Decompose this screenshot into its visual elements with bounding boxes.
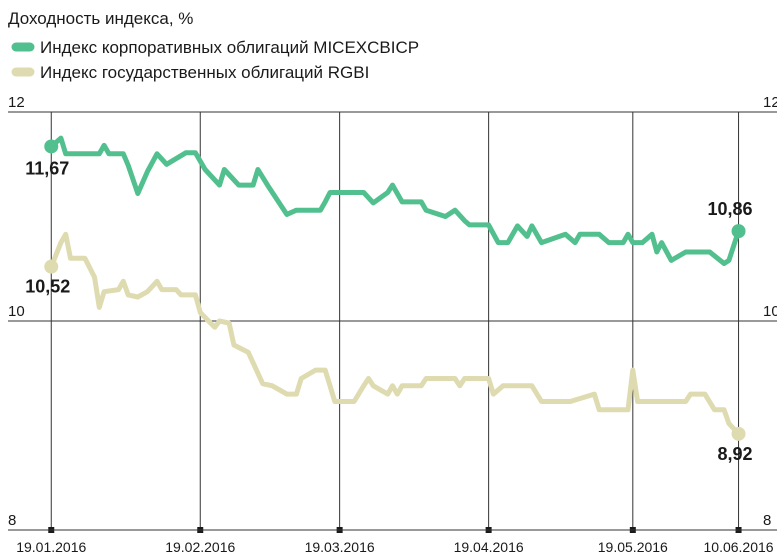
end-marker	[44, 259, 59, 274]
y-tick-label: 8	[8, 512, 16, 529]
legend-label: Индекс корпоративных облигаций MICEXCBIC…	[40, 38, 419, 57]
x-tick-label: 19.01.2016	[16, 539, 86, 555]
end-marker	[44, 139, 59, 154]
chart-title: Доходность индекса, %	[8, 9, 193, 28]
end-marker	[731, 224, 746, 239]
data-label: 10,52	[25, 277, 70, 297]
y-tick-label: 10	[8, 303, 25, 320]
data-label: 8,92	[718, 444, 753, 464]
x-tick-label: 19.04.2016	[454, 539, 524, 555]
legend-label: Индекс государственных облигаций RGBI	[40, 63, 369, 82]
x-tick-label: 19.03.2016	[305, 539, 375, 555]
data-label: 10,86	[708, 199, 753, 219]
end-marker	[731, 426, 746, 441]
y-tick-label: 8	[763, 512, 771, 529]
y-tick-label: 10	[763, 303, 777, 320]
data-label: 11,67	[25, 158, 69, 178]
series-line	[48, 231, 741, 436]
x-tick-label: 19.05.2016	[598, 539, 668, 555]
y-tick-label: 12	[8, 94, 25, 111]
series-line	[49, 135, 741, 266]
x-tick-label: 19.02.2016	[165, 539, 235, 555]
y-tick-label: 12	[763, 94, 777, 111]
x-tick-label: 10.06.2016	[704, 539, 774, 555]
